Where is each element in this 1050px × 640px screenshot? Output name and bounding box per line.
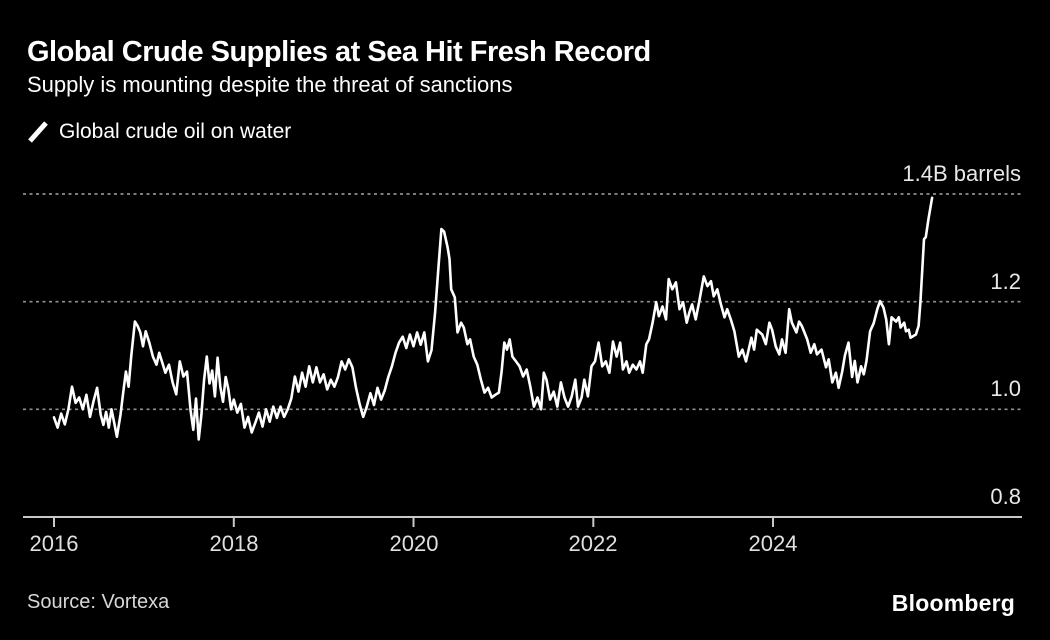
x-axis-label: 2020 bbox=[389, 531, 439, 556]
bloomberg-logo: Bloomberg bbox=[891, 590, 1015, 616]
x-axis-label: 2024 bbox=[748, 531, 798, 556]
legend: Global crude oil on water bbox=[27, 120, 291, 144]
legend-label: Global crude oil on water bbox=[59, 120, 292, 143]
x-axis-label: 2016 bbox=[29, 531, 79, 556]
y-axis-label: 1.0 bbox=[990, 376, 1021, 401]
y-axis-label: 1.2 bbox=[990, 269, 1021, 294]
series-line-global-crude-oil-on-water bbox=[52, 196, 934, 441]
x-axis-label: 2018 bbox=[209, 531, 259, 556]
y-axis-label: 0.8 bbox=[990, 484, 1021, 509]
line-series-swatch-icon bbox=[28, 121, 48, 143]
source-text: Source: Vortexa bbox=[27, 591, 170, 613]
page-title: Global Crude Supplies at Sea Hit Fresh R… bbox=[27, 36, 651, 68]
y-axis-label: 1.4B barrels bbox=[902, 161, 1021, 186]
page-subtitle: Supply is mounting despite the threat of… bbox=[27, 72, 513, 97]
x-axis-label: 2022 bbox=[568, 531, 618, 556]
